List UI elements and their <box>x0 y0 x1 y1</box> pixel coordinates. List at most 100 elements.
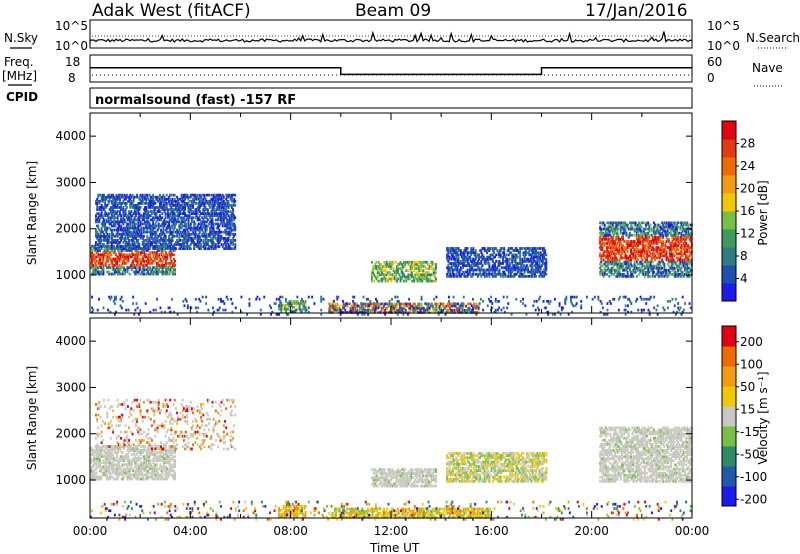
range-time-cell <box>490 266 493 270</box>
range-time-cell <box>621 250 623 253</box>
range-time-cell <box>456 247 459 250</box>
range-time-cell <box>429 277 432 281</box>
range-time-cell <box>123 226 126 230</box>
range-time-cell <box>606 238 608 241</box>
range-time-cell <box>198 245 201 248</box>
range-time-cell <box>648 264 651 268</box>
range-time-cell <box>458 304 461 308</box>
range-time-cell <box>373 273 376 277</box>
range-time-cell <box>640 260 643 264</box>
range-time-cell <box>130 255 133 259</box>
range-time-cell <box>664 242 667 245</box>
range-time-cell <box>162 208 165 211</box>
range-time-cell <box>194 228 197 232</box>
range-time-cell <box>432 267 435 270</box>
range-time-cell <box>505 266 508 270</box>
range-time-cell <box>151 259 154 263</box>
range-time-cell <box>95 214 97 217</box>
range-time-cell <box>143 272 146 276</box>
range-time-cell <box>123 228 126 232</box>
range-time-cell <box>234 232 237 236</box>
range-time-cell <box>116 228 119 232</box>
range-time-cell <box>111 247 113 250</box>
range-time-cell <box>105 257 108 261</box>
range-time-cell <box>543 268 545 272</box>
range-time-cell <box>649 252 652 256</box>
range-time-cell <box>680 223 683 227</box>
range-time-cell <box>137 222 140 226</box>
range-time-cell <box>225 228 228 232</box>
range-time-cell <box>461 255 463 259</box>
range-time-cell <box>100 204 103 207</box>
range-time-cell <box>156 247 159 250</box>
range-time-cell <box>603 235 606 239</box>
range-time-cell <box>174 270 176 274</box>
range-time-cell <box>632 275 635 278</box>
range-time-cell <box>113 204 116 207</box>
range-time-cell <box>643 233 646 237</box>
range-time-cell <box>190 232 193 236</box>
range-time-cell <box>117 220 120 224</box>
range-time-cell <box>385 306 388 310</box>
range-time-cell <box>655 242 658 245</box>
range-time-cell <box>611 231 614 235</box>
range-time-cell <box>451 270 454 274</box>
range-time-cell <box>117 214 120 217</box>
range-time-cell <box>183 234 185 238</box>
range-time-cell <box>431 260 434 264</box>
range-time-cell <box>680 231 683 235</box>
range-time-cell <box>202 220 205 224</box>
range-time-cell <box>335 304 337 308</box>
range-time-cell <box>280 305 283 309</box>
range-time-cell <box>167 214 169 217</box>
range-time-cell <box>198 247 201 250</box>
range-time-cell <box>667 238 670 241</box>
range-time-cell <box>374 265 377 268</box>
range-time-cell <box>159 206 161 209</box>
range-time-cell <box>210 226 213 230</box>
range-time-cell <box>629 242 631 245</box>
range-time-cell <box>112 195 114 199</box>
range-time-cell <box>136 218 138 222</box>
range-time-cell <box>177 212 180 215</box>
range-time-cell <box>132 212 135 215</box>
range-time-cell <box>183 220 185 224</box>
range-time-cell <box>152 228 154 232</box>
range-time-cell <box>679 238 682 241</box>
range-time-cell <box>654 223 657 227</box>
range-time-cell <box>166 270 169 274</box>
range-time-cell <box>204 206 207 209</box>
range-time-cell <box>146 220 149 224</box>
range-time-cell <box>528 249 531 252</box>
range-time-cell <box>144 193 146 197</box>
range-time-cell <box>96 251 99 254</box>
range-time-cell <box>126 270 129 274</box>
range-time-cell <box>121 220 124 224</box>
range-time-cell <box>513 268 516 272</box>
range-time-cell <box>220 214 223 217</box>
range-time-cell <box>414 304 417 308</box>
range-time-cell <box>673 242 676 245</box>
range-time-cell <box>184 197 186 201</box>
range-time-cell <box>467 262 470 265</box>
range-time-cell <box>205 220 208 224</box>
range-time-cell <box>640 235 643 239</box>
range-time-cell <box>396 269 398 272</box>
range-time-cell <box>119 226 121 230</box>
range-time-cell <box>669 227 671 231</box>
range-time-cell <box>188 210 191 213</box>
range-time-cell <box>131 239 134 242</box>
range-time-cell <box>627 233 630 237</box>
range-time-cell <box>186 247 189 250</box>
range-time-cell <box>121 253 124 257</box>
range-time-cell <box>222 195 225 199</box>
range-time-cell <box>226 193 229 197</box>
range-time-cell <box>420 269 422 272</box>
range-time-cell <box>466 311 469 314</box>
range-time-cell <box>361 309 364 312</box>
range-time-cell <box>622 227 624 231</box>
range-time-cell <box>380 265 382 268</box>
range-time-cell <box>126 253 129 257</box>
range-time-cell <box>144 195 146 199</box>
range-time-cell <box>217 212 220 215</box>
